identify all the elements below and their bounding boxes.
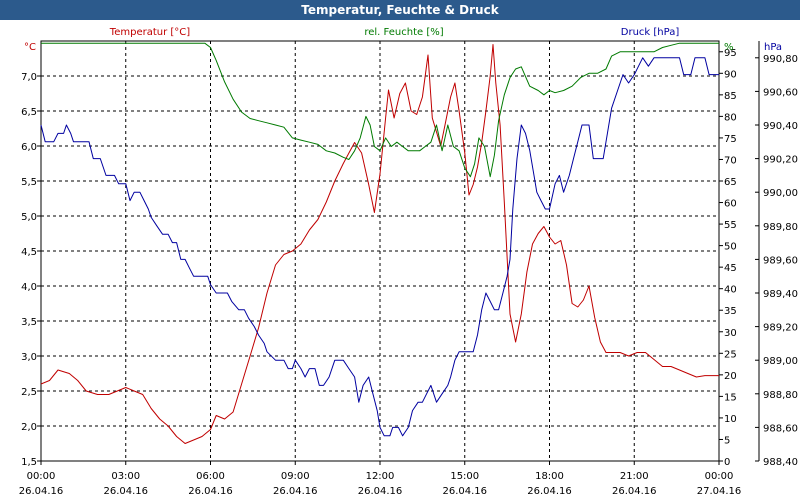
temperature-tick-label: 3,0 — [21, 352, 37, 363]
temperature-tick-label: 4,0 — [21, 282, 37, 293]
x-tick-label-time: 12:00 — [366, 471, 395, 482]
pressure-tick-label: 989,40 — [763, 289, 798, 300]
humidity-tick-label: 55 — [724, 220, 737, 231]
temperature-line — [40, 44, 719, 444]
x-tick-label-date: 26.04.16 — [527, 486, 572, 497]
pressure-tick-label: 989,20 — [763, 323, 798, 334]
series — [40, 42, 719, 444]
humidity-tick-label: 5 — [724, 435, 730, 446]
humidity-tick-label: 20 — [724, 371, 737, 382]
x-tick-label-date: 26.04.16 — [358, 486, 403, 497]
humidity-tick-label: 80 — [724, 112, 737, 123]
pressure-line — [40, 57, 719, 437]
temperature-tick-label: 6,0 — [21, 142, 37, 153]
pressure-series-label: Druck [hPa] — [621, 27, 680, 38]
pressure-unit-label: hPa — [764, 42, 782, 53]
pressure-tick-label: 988,40 — [763, 457, 798, 468]
humidity-tick-label: 85 — [724, 91, 737, 102]
x-tick-label-date: 26.04.16 — [442, 486, 487, 497]
pressure-tick-label: 990,20 — [763, 155, 798, 166]
humidity-tick-label: 45 — [724, 263, 737, 274]
pressure-tick-label: 988,60 — [763, 423, 798, 434]
pressure-tick-label: 990,40 — [763, 121, 798, 132]
humidity-tick-label: 95 — [724, 48, 737, 59]
pressure-tick-label: 989,80 — [763, 222, 798, 233]
x-tick-label-date: 26.04.16 — [103, 486, 148, 497]
axes — [37, 40, 760, 465]
humidity-tick-label: 15 — [724, 392, 737, 403]
x-tick-label-time: 21:00 — [620, 471, 649, 482]
chart-title: Temperatur, Feuchte & Druck — [0, 0, 800, 20]
humidity-tick-label: 70 — [724, 155, 737, 166]
labels: 00:00 26.04.16 03:00 26.04.16 06:00 26.04.16 0… — [19, 27, 798, 497]
x-tick-label-time: 06:00 — [196, 471, 225, 482]
humidity-unit-label: % — [724, 42, 734, 53]
grid — [41, 41, 719, 462]
temperature-tick-label: 5,0 — [21, 212, 37, 223]
humidity-tick-label: 30 — [724, 328, 737, 339]
temperature-series-label: Temperatur [°C] — [109, 27, 190, 38]
temperature-tick-label: 3,5 — [21, 317, 37, 328]
pressure-tick-label: 990,00 — [763, 188, 798, 199]
x-tick-label-date: 26.04.16 — [188, 486, 233, 497]
humidity-series-label: rel. Feuchte [%] — [364, 27, 443, 38]
x-tick-label-time: 09:00 — [281, 471, 310, 482]
pressure-tick-label: 988,80 — [763, 390, 798, 401]
temperature-tick-label: 1,5 — [21, 457, 37, 468]
temperature-tick-label: 5,5 — [21, 177, 37, 188]
humidity-tick-label: 75 — [724, 134, 737, 145]
humidity-tick-label: 0 — [724, 457, 730, 468]
x-tick-label-time: 18:00 — [535, 471, 564, 482]
humidity-tick-label: 40 — [724, 285, 737, 296]
x-tick-label-date: 26.04.16 — [19, 486, 64, 497]
pressure-tick-label: 990,60 — [763, 87, 798, 98]
temperature-tick-label: 4,5 — [21, 247, 37, 258]
temperature-unit-label: °C — [24, 42, 36, 53]
pressure-tick-label: 990,80 — [763, 54, 798, 65]
humidity-tick-label: 65 — [724, 177, 737, 188]
humidity-tick-label: 10 — [724, 414, 737, 425]
temperature-tick-label: 6,5 — [21, 107, 37, 118]
humidity-tick-label: 60 — [724, 199, 737, 210]
humidity-tick-label: 50 — [724, 242, 737, 253]
x-tick-label-date: 26.04.16 — [273, 486, 318, 497]
x-tick-label-date: 26.04.16 — [612, 486, 657, 497]
temperature-tick-label: 7,0 — [21, 72, 37, 83]
x-tick-label-time: 00:00 — [705, 471, 734, 482]
humidity-tick-label: 35 — [724, 306, 737, 317]
pressure-tick-label: 989,60 — [763, 255, 798, 266]
pressure-tick-label: 989,00 — [763, 356, 798, 367]
humidity-line — [41, 42, 719, 178]
x-tick-label-time: 00:00 — [27, 471, 56, 482]
humidity-tick-label: 90 — [724, 69, 737, 80]
temperature-tick-label: 2,0 — [21, 422, 37, 433]
x-tick-label-time: 03:00 — [111, 471, 140, 482]
x-tick-label-time: 15:00 — [450, 471, 479, 482]
temperature-tick-label: 2,5 — [21, 387, 37, 398]
x-tick-label-date: 27.04.16 — [697, 486, 742, 497]
humidity-tick-label: 25 — [724, 349, 737, 360]
